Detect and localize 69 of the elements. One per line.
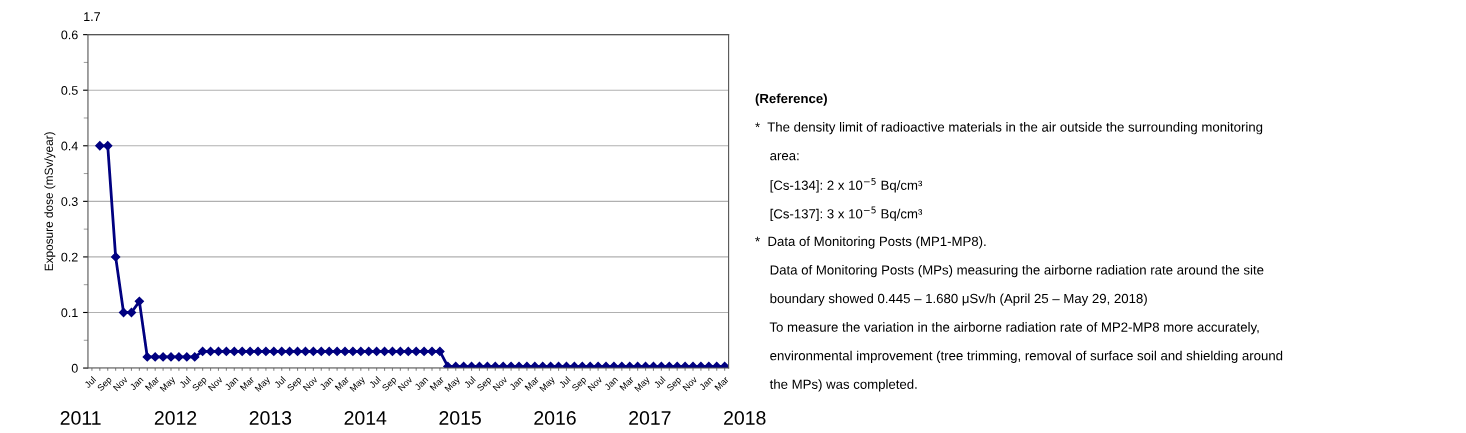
x-tick-label: Mar <box>239 376 255 391</box>
x-tick-label: Jan <box>129 376 144 391</box>
x-tick-label: Mar <box>429 376 445 391</box>
x-tick-label: Sep <box>666 376 683 393</box>
x-tick-label: Sep <box>191 376 209 393</box>
y-axis-title: Exposure dose (mSv/year) <box>44 132 56 271</box>
text: the MPs) was completed. <box>769 379 917 392</box>
x-tick-label: Jan <box>414 376 429 391</box>
x-tick-label: Mar <box>144 376 160 391</box>
x-tick-label: Jul <box>178 376 192 389</box>
x-tick-label: Nov <box>207 375 224 392</box>
text: [Cs-134]: 2 x 10$^{−5}$ Bq/cm³ <box>770 178 923 193</box>
x-tick-label: Mar <box>619 376 635 391</box>
x-tick-label: Sep <box>286 376 304 393</box>
x-tick-label: Sep <box>96 376 114 393</box>
text: area: <box>770 153 799 161</box>
x-tick-label: Mar <box>334 376 350 391</box>
x-tick-label: Jan <box>509 376 524 391</box>
y-tick-label: 0.3 <box>61 197 78 206</box>
y-tick-label: 0.4 <box>61 141 78 151</box>
x-tick-label: May <box>254 375 272 394</box>
text: * Data of Monitoring Posts (MP1-MP8). <box>755 236 986 249</box>
x-tick-label: Nov <box>302 375 319 392</box>
text: boundary showed 0.445 – 1.680 μSv/h (April 25 – May 29, 2018) <box>770 293 1147 306</box>
x-tick-label: Jan <box>603 376 619 391</box>
x-tick-label: Jul <box>83 376 97 389</box>
text: 2014 <box>344 411 387 425</box>
text: 2016 <box>534 411 576 425</box>
x-tick-label: May <box>634 375 652 394</box>
x-tick-label: Nov <box>112 375 129 392</box>
x-tick-label: May <box>444 375 462 394</box>
x-tick-label: Jul <box>368 376 381 389</box>
x-tick-label: Jan <box>698 376 714 391</box>
x-tick-label: Nov <box>492 375 508 392</box>
x-tick-label: Nov <box>682 375 698 392</box>
text: 2012 <box>154 411 197 425</box>
y-tick-label: 0.2 <box>61 252 78 262</box>
x-tick-label: Jan <box>224 376 239 391</box>
x-tick-label: Jul <box>273 376 286 389</box>
x-tick-label: Nov <box>587 375 603 392</box>
y-tick-label: 0 <box>71 363 78 373</box>
text: 2017 <box>629 411 671 425</box>
x-tick-label: Jul <box>463 376 476 389</box>
x-tick-label: Sep <box>381 376 399 393</box>
x-tick-label: Jan <box>319 376 334 391</box>
x-tick-label: Nov <box>397 375 413 392</box>
x-tick-label: Sep <box>476 376 494 393</box>
y-tick-label: 0.5 <box>61 86 78 95</box>
x-tick-label: May <box>349 375 367 394</box>
x-tick-label: Sep <box>571 376 588 393</box>
text: 2011 <box>60 411 101 425</box>
x-tick-label: Jul <box>558 376 571 389</box>
x-tick-label: Mar <box>714 376 730 391</box>
y-tick-label: 0.6 <box>61 30 78 40</box>
text: 2015 <box>439 411 481 425</box>
text: To measure the variation in the airborne radiation rate of MP2-MP8 more accurately, <box>769 322 1259 335</box>
x-tick-label: Mar <box>524 376 540 391</box>
x-tick-label: Jul <box>653 376 666 389</box>
text: [Cs-137]: 3 x 10$^{−5}$ Bq/cm³ <box>770 206 923 222</box>
text: environmental improvement (tree trimming, removal of surface soil and shielding around <box>770 350 1283 363</box>
y-tick-label: 0.1 <box>61 308 78 318</box>
text: Data of Monitoring Posts (MPs) measuring the airborne radiation rate around the site <box>770 264 1264 278</box>
text: 2018 <box>724 411 766 425</box>
text: * The density limit of radioactive materials in the air outside the surrounding monitoring <box>755 122 1263 135</box>
text: 2013 <box>249 411 292 425</box>
text: (Reference) <box>755 93 827 106</box>
x-tick-label: May <box>539 375 557 394</box>
x-tick-label: May <box>159 375 177 394</box>
text: 1.7 <box>84 12 100 21</box>
